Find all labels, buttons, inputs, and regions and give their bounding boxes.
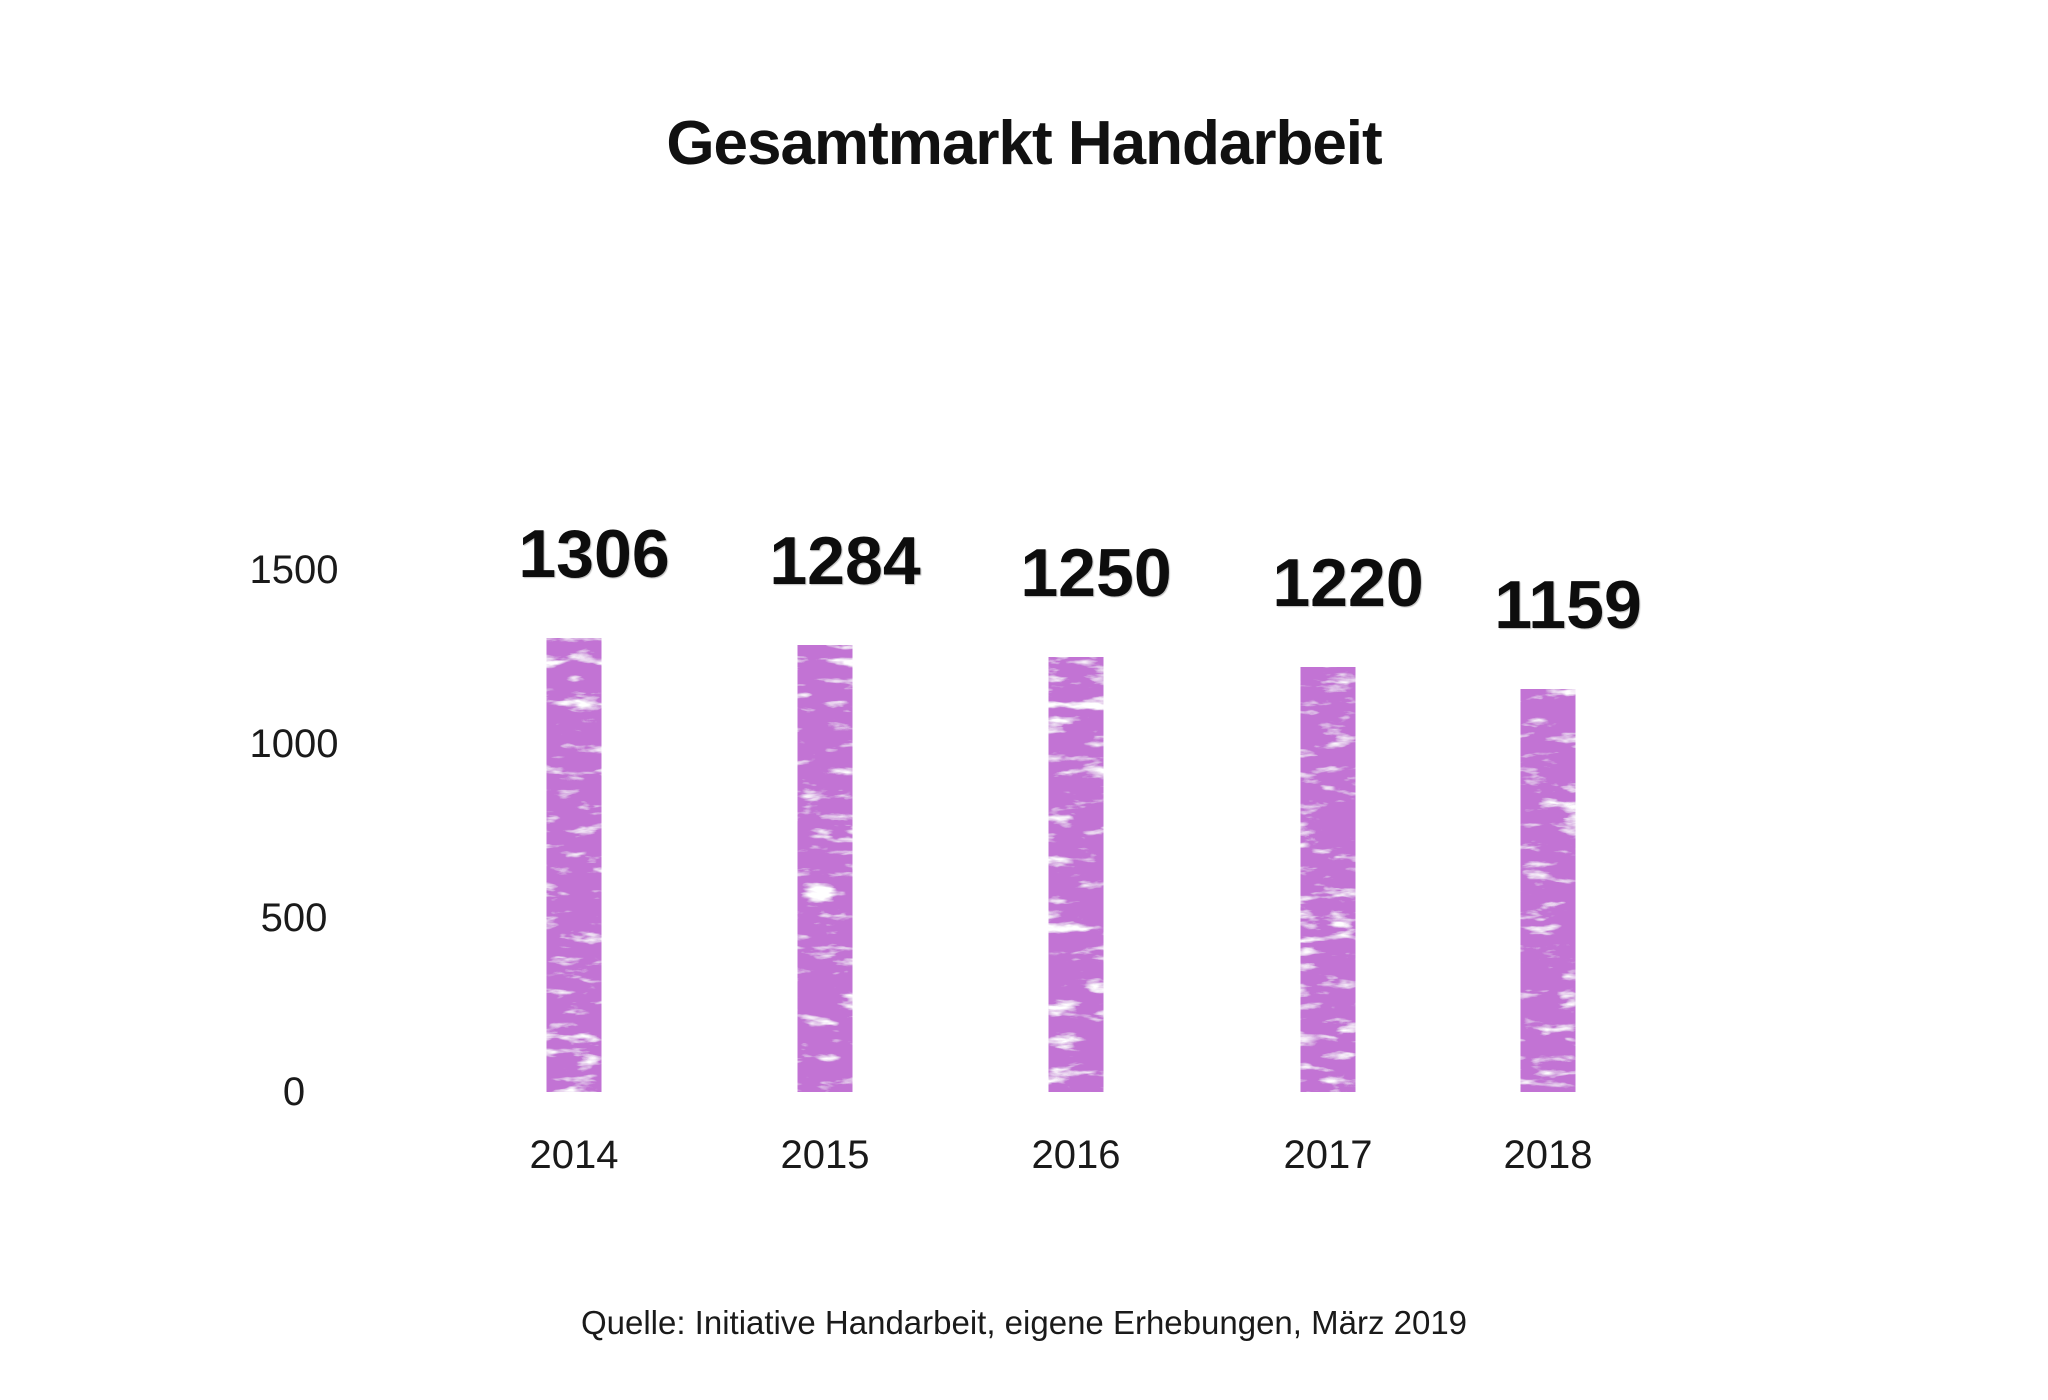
x-axis-label-2018: 2018 xyxy=(1503,1133,1593,1177)
x-axis-label-2016: 2016 xyxy=(1031,1133,1121,1177)
x-axis-label-2017: 2017 xyxy=(1283,1133,1373,1177)
bar-2014 xyxy=(546,638,602,1092)
x-axis-label-2015: 2015 xyxy=(780,1133,870,1177)
bar-2017 xyxy=(1300,667,1356,1092)
y-tick-label-1000: 1000 xyxy=(249,722,339,766)
value-label-2018: 1159 xyxy=(1494,567,1642,643)
source-caption: Quelle: Initiative Handarbeit, eigene Er… xyxy=(580,1304,1468,1341)
bar-2018 xyxy=(1520,689,1576,1092)
y-tick-label-0: 0 xyxy=(282,1070,306,1114)
y-tick-label-1500: 1500 xyxy=(249,548,339,592)
chart-title: Gesamtmarkt Handarbeit xyxy=(666,109,1382,178)
value-label-2017: 1220 xyxy=(1272,545,1424,621)
y-tick-label-500: 500 xyxy=(260,896,328,940)
value-label-2015: 1284 xyxy=(769,523,921,599)
value-label-2014: 1306 xyxy=(518,516,670,592)
bar-2015 xyxy=(797,645,853,1092)
x-axis-label-2014: 2014 xyxy=(529,1133,619,1177)
bar-2016 xyxy=(1048,657,1104,1092)
value-label-2016: 1250 xyxy=(1020,535,1172,611)
bars-group xyxy=(546,638,1576,1092)
